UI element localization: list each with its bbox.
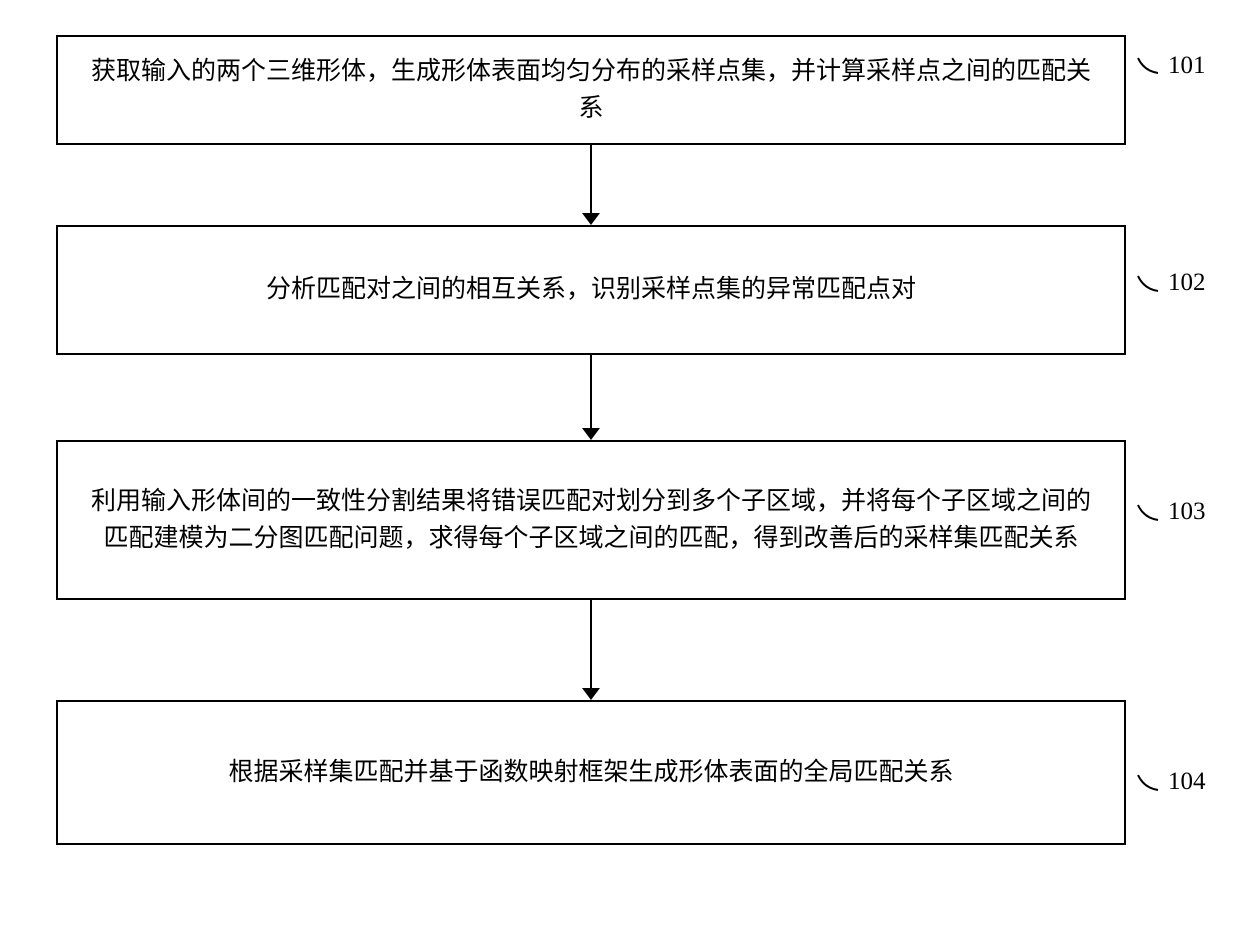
label-connector-tick [1136,502,1160,522]
flowchart-canvas: 获取输入的两个三维形体，生成形体表面均匀分布的采样点集，并计算采样点之间的匹配关… [0,0,1240,947]
flow-node-text: 根据采样集匹配并基于函数映射框架生成形体表面的全局匹配关系 [228,754,953,792]
label-connector-tick [1136,273,1160,293]
flow-arrow [580,600,602,700]
step-label-104: 104 [1168,768,1206,796]
flow-node-n2: 分析匹配对之间的相互关系，识别采样点集的异常匹配点对 [56,225,1126,355]
flow-arrow [580,145,602,225]
flow-arrow [580,355,602,440]
flow-node-text: 分析匹配对之间的相互关系，识别采样点集的异常匹配点对 [266,271,916,309]
label-connector-tick [1136,55,1160,75]
flow-node-n3: 利用输入形体间的一致性分割结果将错误匹配对划分到多个子区域，并将每个子区域之间的… [56,440,1126,600]
step-label-102: 102 [1168,269,1206,297]
step-label-101: 101 [1168,52,1206,80]
flow-node-n1: 获取输入的两个三维形体，生成形体表面均匀分布的采样点集，并计算采样点之间的匹配关… [56,35,1126,145]
flow-node-text: 利用输入形体间的一致性分割结果将错误匹配对划分到多个子区域，并将每个子区域之间的… [82,483,1100,558]
label-connector-tick [1136,772,1160,792]
flow-node-text: 获取输入的两个三维形体，生成形体表面均匀分布的采样点集，并计算采样点之间的匹配关… [82,53,1100,128]
step-label-103: 103 [1168,498,1206,526]
flow-node-n4: 根据采样集匹配并基于函数映射框架生成形体表面的全局匹配关系 [56,700,1126,845]
